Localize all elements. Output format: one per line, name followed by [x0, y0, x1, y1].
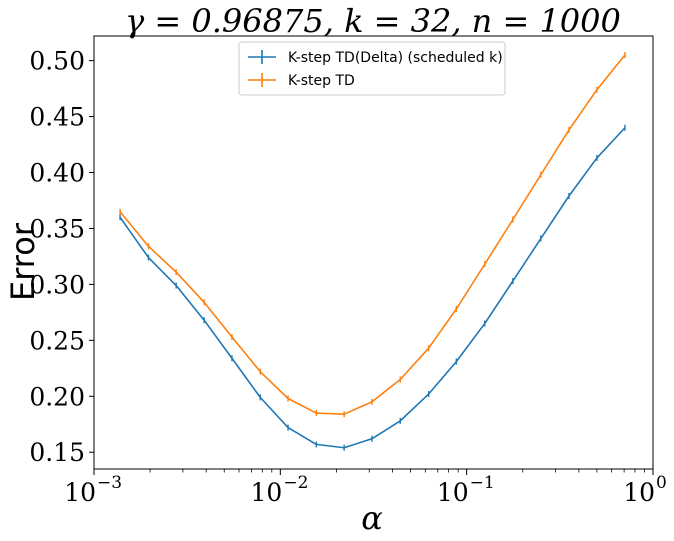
x-axis-minor-ticks — [149, 469, 645, 473]
x-axis-ticks: 10 −3 10 −2 10 −1 10 0 — [64, 469, 667, 507]
x-tick-base: 10 — [251, 478, 283, 507]
legend: K-step TD(Delta) (scheduled k) K-step TD — [238, 41, 506, 96]
series-1 — [119, 124, 626, 451]
y-tick-label: 0.30 — [29, 270, 85, 299]
x-tick-label: 10 0 — [623, 473, 667, 507]
x-tick-label: 10 −1 — [437, 473, 495, 507]
legend-label-series-2: K-step TD — [288, 73, 355, 89]
y-tick-label: 0.50 — [29, 47, 85, 76]
series-layer — [119, 52, 626, 451]
y-tick-label: 0.20 — [29, 382, 85, 411]
x-tick-exponent: −1 — [470, 473, 495, 493]
y-axis-ticks: 0.15 0.20 0.25 0.30 0.35 0.40 0.45 0.50 — [29, 47, 94, 467]
y-tick-label: 0.25 — [29, 326, 85, 355]
y-axis-label: Error — [4, 222, 42, 301]
y-tick-label: 0.40 — [29, 159, 85, 188]
x-tick-label: 10 −2 — [251, 473, 309, 507]
x-tick-exponent: −2 — [283, 473, 308, 493]
y-tick-label: 0.15 — [29, 438, 85, 467]
x-tick-base: 10 — [437, 478, 469, 507]
series-2 — [119, 52, 626, 418]
x-tick-base: 10 — [64, 478, 96, 507]
x-tick-base: 10 — [623, 478, 655, 507]
y-tick-label: 0.35 — [29, 214, 85, 243]
x-tick-label: 10 −3 — [64, 473, 122, 507]
chart-title: γ = 0.96875, k = 32, n = 1000 — [125, 2, 621, 40]
x-tick-exponent: −3 — [97, 473, 122, 493]
x-tick-exponent: 0 — [656, 473, 667, 493]
y-tick-label: 0.45 — [29, 103, 85, 132]
series-2-line — [119, 54, 626, 415]
plot-area — [93, 35, 654, 470]
x-axis-label: α — [361, 499, 383, 537]
legend-label-series-1: K-step TD(Delta) (scheduled k) — [288, 50, 503, 66]
legend-box — [238, 41, 506, 96]
